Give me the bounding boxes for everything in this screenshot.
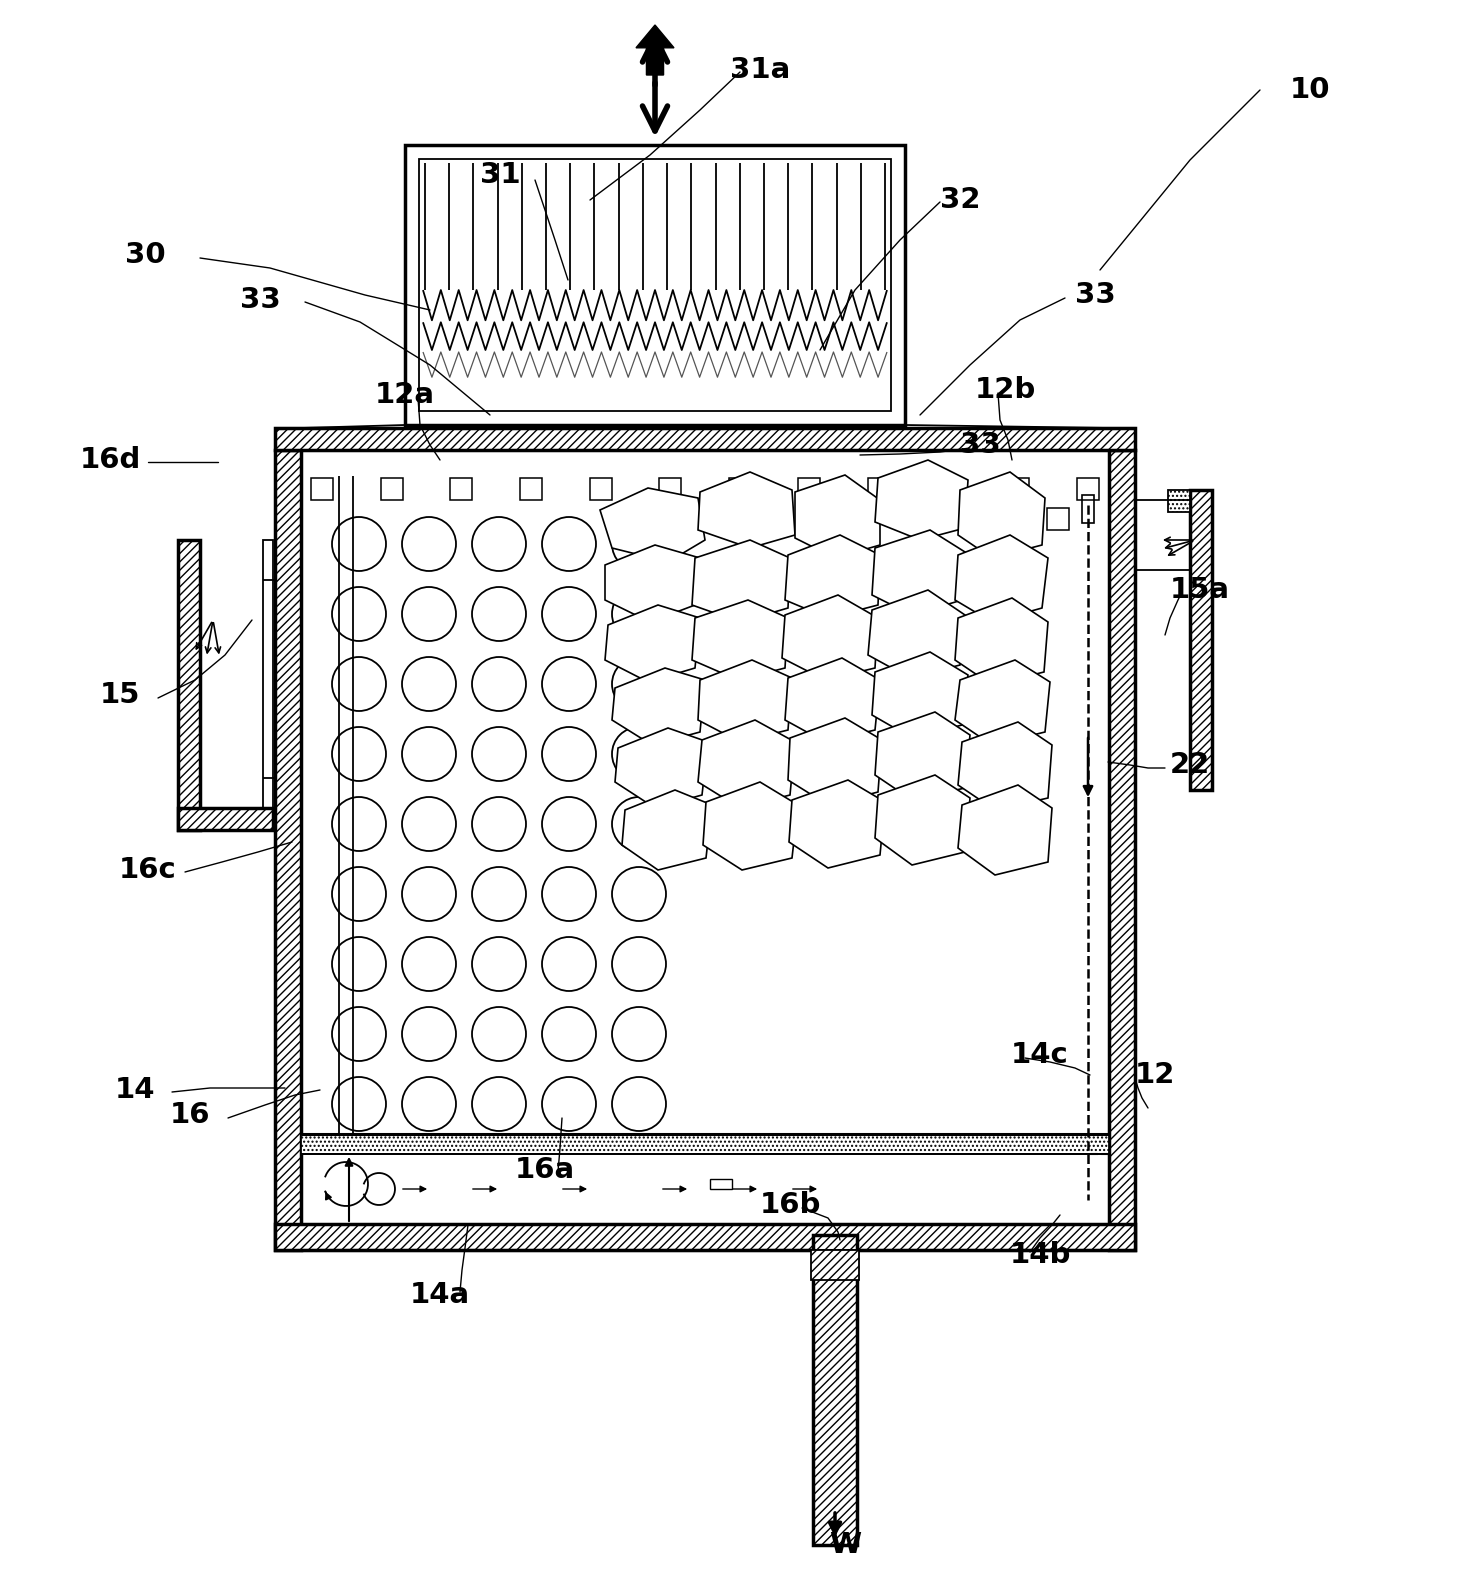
Text: 16c: 16c	[120, 856, 177, 884]
Text: 31a: 31a	[730, 55, 790, 84]
Polygon shape	[614, 728, 707, 808]
Polygon shape	[871, 652, 967, 737]
Text: 16b: 16b	[759, 1191, 821, 1219]
Polygon shape	[789, 718, 882, 805]
Polygon shape	[622, 790, 712, 870]
Polygon shape	[781, 595, 877, 681]
Text: 10: 10	[1289, 76, 1331, 104]
Bar	[659, 478, 681, 501]
Polygon shape	[611, 668, 705, 745]
Bar	[950, 508, 972, 531]
Text: 33: 33	[1075, 281, 1115, 309]
Bar	[1109, 450, 1134, 1251]
Polygon shape	[784, 535, 880, 617]
Polygon shape	[600, 488, 705, 562]
Bar	[405, 145, 905, 425]
Bar	[275, 428, 1134, 450]
Polygon shape	[956, 660, 1050, 745]
Bar	[275, 1224, 1134, 1251]
Bar	[1047, 508, 1069, 531]
Text: 14: 14	[115, 1075, 155, 1104]
Bar	[728, 478, 750, 501]
Polygon shape	[637, 25, 674, 74]
Bar	[1168, 489, 1190, 512]
Bar	[301, 1134, 1109, 1154]
Bar	[450, 478, 473, 501]
Text: 15a: 15a	[1170, 576, 1230, 605]
Bar	[1190, 489, 1213, 790]
Bar	[901, 508, 923, 531]
Bar	[1007, 478, 1029, 501]
Bar	[1077, 478, 1099, 501]
Polygon shape	[789, 780, 885, 868]
Text: 14c: 14c	[1012, 1041, 1069, 1069]
Bar	[179, 540, 199, 831]
Text: 14a: 14a	[411, 1281, 470, 1309]
Text: 12a: 12a	[375, 381, 436, 409]
Polygon shape	[956, 535, 1049, 622]
Polygon shape	[956, 598, 1049, 685]
Bar	[852, 508, 873, 531]
Text: 33: 33	[960, 431, 1000, 459]
Polygon shape	[693, 600, 789, 681]
Polygon shape	[959, 785, 1052, 875]
Polygon shape	[699, 472, 795, 548]
Polygon shape	[959, 472, 1046, 557]
Polygon shape	[693, 540, 790, 622]
Bar	[868, 478, 891, 501]
Text: 32: 32	[939, 186, 981, 215]
Polygon shape	[868, 591, 964, 677]
Text: 31: 31	[480, 161, 520, 189]
Bar	[998, 508, 1021, 531]
Text: 22: 22	[1170, 752, 1210, 778]
Bar	[312, 478, 332, 501]
Bar	[812, 1235, 857, 1544]
Bar	[802, 508, 824, 531]
Bar	[263, 540, 273, 808]
Polygon shape	[606, 605, 700, 682]
Bar	[275, 450, 301, 1251]
Bar	[179, 808, 273, 831]
Bar	[753, 508, 775, 531]
Polygon shape	[874, 775, 970, 865]
Polygon shape	[874, 712, 970, 801]
Text: 12b: 12b	[975, 376, 1035, 404]
Bar	[419, 159, 891, 411]
Polygon shape	[606, 545, 700, 622]
Polygon shape	[871, 531, 964, 614]
Polygon shape	[784, 658, 880, 742]
Bar	[1083, 494, 1094, 523]
Bar	[811, 1251, 860, 1281]
Text: 15: 15	[100, 681, 140, 709]
Bar	[710, 1180, 733, 1189]
Bar	[520, 478, 542, 501]
Bar	[705, 508, 727, 531]
Polygon shape	[874, 459, 967, 540]
Text: 12: 12	[1134, 1061, 1176, 1090]
Polygon shape	[703, 782, 798, 870]
Text: 16a: 16a	[515, 1156, 575, 1184]
Text: 30: 30	[124, 242, 165, 268]
Bar	[381, 478, 403, 501]
Bar	[589, 478, 611, 501]
Text: 33: 33	[239, 286, 281, 314]
Bar	[938, 478, 960, 501]
Text: 16: 16	[170, 1101, 210, 1129]
Polygon shape	[699, 660, 792, 742]
Bar	[799, 478, 820, 501]
Polygon shape	[795, 475, 880, 557]
Text: 16d: 16d	[80, 445, 140, 474]
Text: 14b: 14b	[1009, 1241, 1071, 1270]
Polygon shape	[959, 722, 1052, 810]
Text: W: W	[829, 1532, 861, 1558]
Polygon shape	[699, 720, 795, 808]
